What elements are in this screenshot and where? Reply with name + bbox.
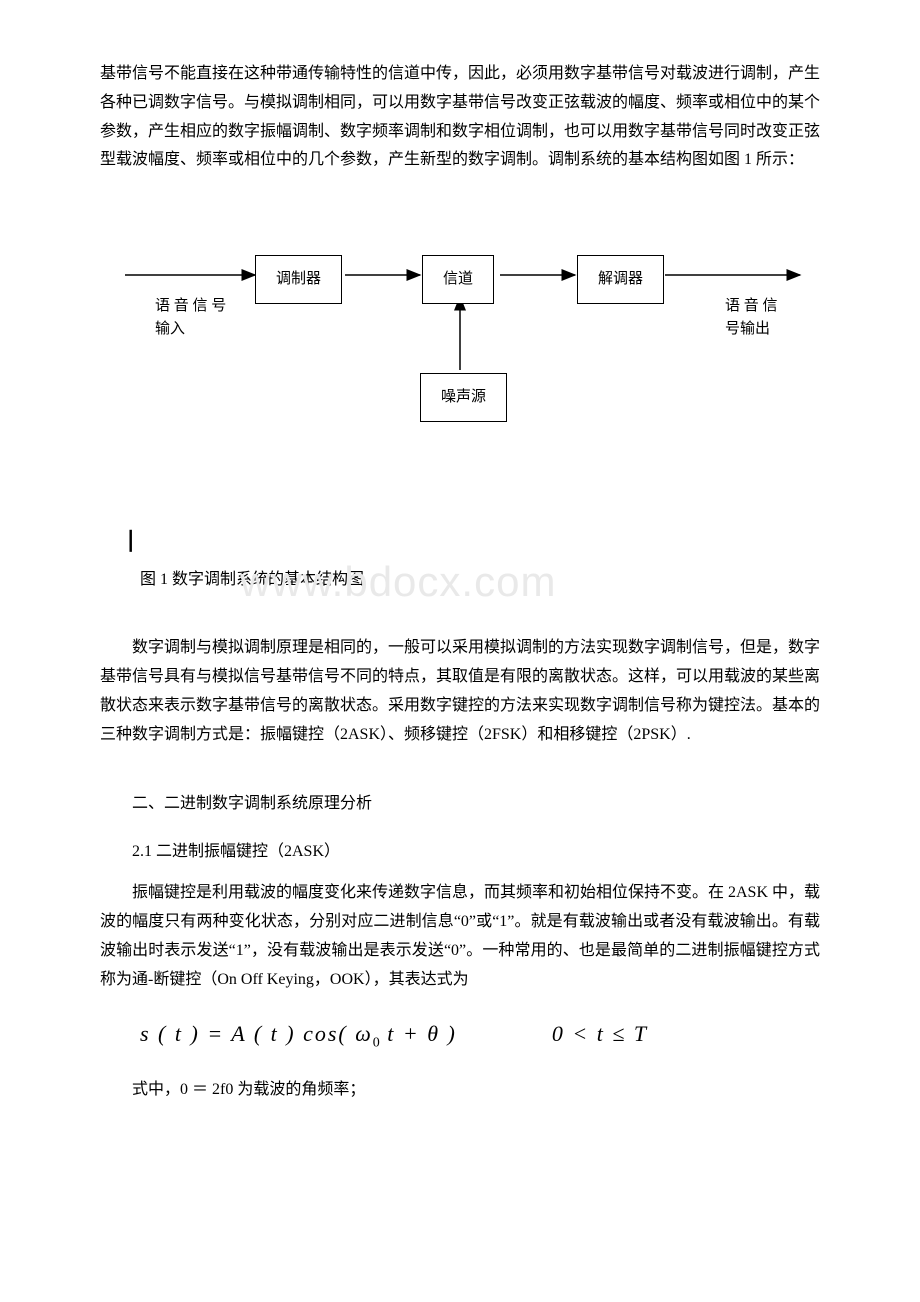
demodulator-box: 解调器 bbox=[577, 255, 664, 304]
output-label: 语 音 信 号输出 bbox=[725, 295, 825, 340]
formula-mid: t + θ ) bbox=[387, 1021, 457, 1046]
formula-lhs: s ( t ) = A ( t ) cos( bbox=[140, 1021, 348, 1046]
intro-paragraph: 基带信号不能直接在这种带通传输特性的信道中传，因此，必须用数字基带信号对载波进行… bbox=[100, 60, 820, 175]
section-2-title: 二、二进制数字调制系统原理分析 bbox=[100, 790, 820, 819]
formula-omega: ω bbox=[355, 1021, 373, 1046]
ook-formula: s ( t ) = A ( t ) cos( ω0 t + θ ) 0 < t … bbox=[140, 1014, 820, 1056]
channel-box: 信道 bbox=[422, 255, 494, 304]
block-diagram: 调制器 信道 解调器 噪声源 语 音 信 号 输入 语 音 信 号输出 bbox=[100, 225, 820, 485]
output-label-line2: 号输出 bbox=[725, 321, 770, 337]
output-label-line1: 语 音 信 bbox=[725, 298, 778, 314]
subsection-2-1-title: 2.1 二进制振幅键控（2ASK） bbox=[100, 838, 820, 867]
input-label: 语 音 信 号 输入 bbox=[155, 295, 265, 340]
modulator-box: 调制器 bbox=[255, 255, 342, 304]
para-digital-modulation: 数字调制与模拟调制原理是相同的，一般可以采用模拟调制的方法实现数字调制信号，但是… bbox=[100, 634, 820, 749]
input-label-line1: 语 音 信 号 bbox=[155, 298, 226, 314]
formula-rhs: 0 < t ≤ T bbox=[552, 1021, 648, 1046]
input-label-line2: 输入 bbox=[155, 321, 185, 337]
cursor-mark: ▏ bbox=[130, 525, 820, 557]
para-ask-intro: 振幅键控是利用载波的幅度变化来传递数字信息，而其频率和初始相位保持不变。在 2A… bbox=[100, 879, 820, 994]
figure-caption: 图 1 数字调制系统的基本结构图 bbox=[140, 566, 820, 595]
para-formula-note: 式中，0 ＝ 2f0 为载波的角频率； bbox=[100, 1076, 820, 1105]
formula-sub0: 0 bbox=[373, 1036, 380, 1051]
noise-box: 噪声源 bbox=[420, 373, 507, 422]
